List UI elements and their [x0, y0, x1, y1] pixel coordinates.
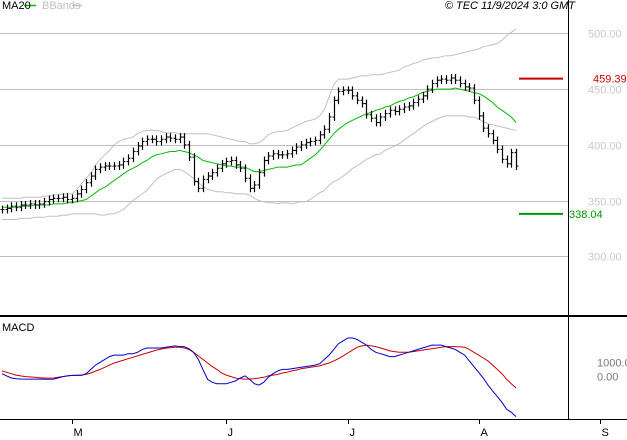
macd-signal-line — [1, 344, 517, 389]
ma20-legend-label: MA20 — [2, 0, 31, 12]
price-tick-label: 400.00 — [588, 141, 622, 153]
ma20-line — [2, 87, 517, 208]
support-label: 338.04 — [569, 209, 603, 221]
ma20-path — [2, 87, 517, 208]
price-tick-label: 450.00 — [588, 85, 622, 97]
month-label: A — [481, 427, 489, 439]
month-label: M — [74, 427, 83, 439]
price-candles — [0, 74, 519, 214]
macd-title: MACD — [2, 322, 34, 334]
macd-tick-label: 1000.00 — [597, 357, 627, 369]
price-axis-ticks: 300.00 350.00 400.00 450.00 500.00 — [588, 29, 622, 264]
month-label: J — [350, 427, 356, 439]
macd-axis-ticks: 0.00 1000.00 — [597, 357, 627, 383]
macd-tick-label: 0.00 — [597, 372, 618, 384]
macd-lines — [1, 337, 517, 417]
price-grid — [0, 33, 568, 257]
bbands-lower-line — [2, 115, 517, 220]
price-tick-label: 350.00 — [588, 197, 622, 209]
copyright-label: © TEC 11/9/2024 3:0 GMT — [445, 0, 576, 12]
bbands-upper-line — [2, 28, 517, 199]
support-resistance-levels: 459.39 338.04 — [519, 74, 627, 221]
price-tick-label: 300.00 — [588, 252, 622, 264]
month-label: S — [602, 427, 609, 439]
bollinger-bands — [2, 28, 517, 220]
bbands-legend-label: BBands — [42, 0, 81, 12]
macd-line — [1, 337, 517, 417]
resistance-label: 459.39 — [593, 74, 627, 86]
month-label: J — [228, 427, 234, 439]
price-tick-label: 500.00 — [588, 29, 622, 41]
